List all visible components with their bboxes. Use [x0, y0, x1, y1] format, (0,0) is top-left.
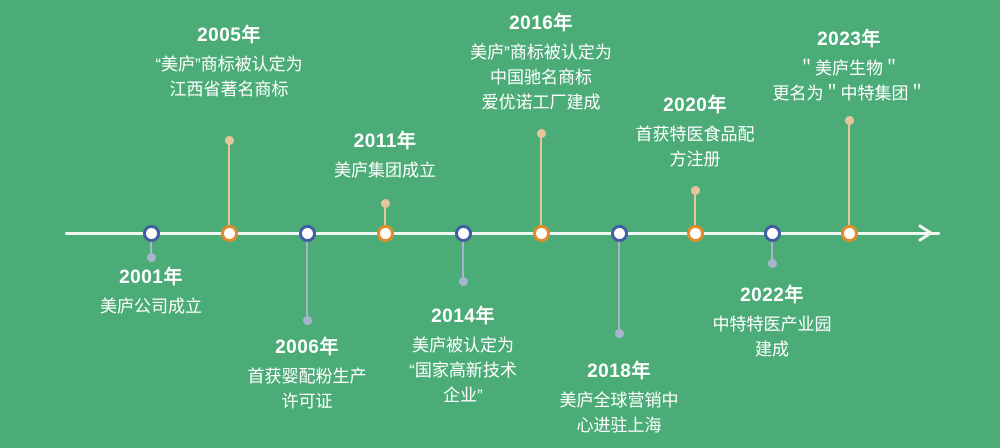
connector-stem	[771, 233, 773, 263]
connector-end-dot	[844, 116, 854, 125]
event-label-2014: 2014年 美庐被认定为 “国家高新技术 企业”	[343, 303, 583, 409]
event-year: 2001年	[119, 267, 183, 288]
event-description: 首获特医食品配 方注册	[635, 125, 755, 170]
event-description: 美庐公司成立	[100, 297, 202, 317]
connector-stem	[540, 133, 542, 233]
event-label-2023: 2023年 ＂美庐生物＂ 更名为＂中特集团＂	[724, 26, 974, 106]
event-label-2022: 2022年 中特特医产业园 建成	[652, 282, 892, 362]
timeline-marker[interactable]	[220, 224, 238, 242]
event-year: 2006年	[275, 337, 339, 358]
event-description: ＂美庐生物＂ 更名为＂中特集团＂	[772, 59, 926, 104]
timeline-marker[interactable]	[686, 224, 704, 242]
timeline-axis-line	[65, 232, 940, 235]
timeline-marker[interactable]	[763, 224, 781, 242]
connector-end-dot	[690, 186, 700, 195]
timeline-marker[interactable]	[610, 224, 628, 242]
event-year: 2014年	[431, 306, 495, 327]
event-year: 2016年	[509, 13, 573, 34]
connector-stem	[848, 120, 850, 233]
timeline-marker[interactable]	[840, 224, 858, 242]
connector-end-dot	[380, 199, 390, 208]
event-label-2020: 2020年 首获特医食品配 方注册	[575, 92, 815, 172]
event-year: 2011年	[353, 131, 417, 152]
event-label-2001: 2001年 美庐公司成立	[31, 264, 271, 319]
timeline-arrow-icon	[916, 222, 938, 244]
event-year: 2023年	[817, 29, 881, 50]
timeline-marker[interactable]	[532, 224, 550, 242]
event-label-2018: 2018年 美庐全球营销中 心进驻上海	[499, 358, 739, 438]
event-description: 美庐集团成立	[334, 161, 436, 181]
connector-stem	[618, 233, 620, 333]
connector-stem	[462, 233, 464, 281]
event-year: 2005年	[197, 25, 261, 46]
connector-end-dot	[224, 136, 234, 145]
connector-end-dot	[458, 277, 468, 286]
connector-stem	[228, 140, 230, 233]
timeline-marker[interactable]	[142, 224, 160, 242]
connector-stem	[384, 203, 386, 233]
connector-end-dot	[146, 253, 156, 262]
event-year: 2022年	[740, 285, 804, 306]
event-label-2005: 2005年 “美庐”商标被认定为 江西省著名商标	[109, 22, 349, 102]
connector-end-dot	[767, 259, 777, 268]
timeline-marker[interactable]	[454, 224, 472, 242]
event-description: “美庐”商标被认定为 江西省著名商标	[155, 55, 303, 100]
event-label-2011: 2011年 美庐集团成立	[265, 128, 505, 183]
connector-stem	[694, 190, 696, 233]
event-description: 美庐被认定为 “国家高新技术 企业”	[409, 336, 517, 406]
event-description: 美庐全球营销中 心进驻上海	[559, 391, 679, 436]
event-description: 美庐”商标被认定为 中国驰名商标 爱优诺工厂建成	[470, 43, 612, 113]
timeline-marker[interactable]	[376, 224, 394, 242]
event-description: 首获婴配粉生产 许可证	[247, 367, 367, 412]
connector-end-dot	[302, 316, 312, 325]
connector-stem	[306, 233, 308, 320]
event-year: 2018年	[587, 361, 651, 382]
connector-end-dot	[614, 329, 624, 338]
event-year: 2020年	[663, 95, 727, 116]
connector-stem	[150, 233, 152, 257]
event-description: 中特特医产业园 建成	[712, 315, 832, 360]
timeline-marker[interactable]	[298, 224, 316, 242]
connector-end-dot	[536, 129, 546, 138]
event-label-2016: 2016年 美庐”商标被认定为 中国驰名商标 爱优诺工厂建成	[421, 10, 661, 116]
event-label-2006: 2006年 首获婴配粉生产 许可证	[187, 334, 427, 414]
